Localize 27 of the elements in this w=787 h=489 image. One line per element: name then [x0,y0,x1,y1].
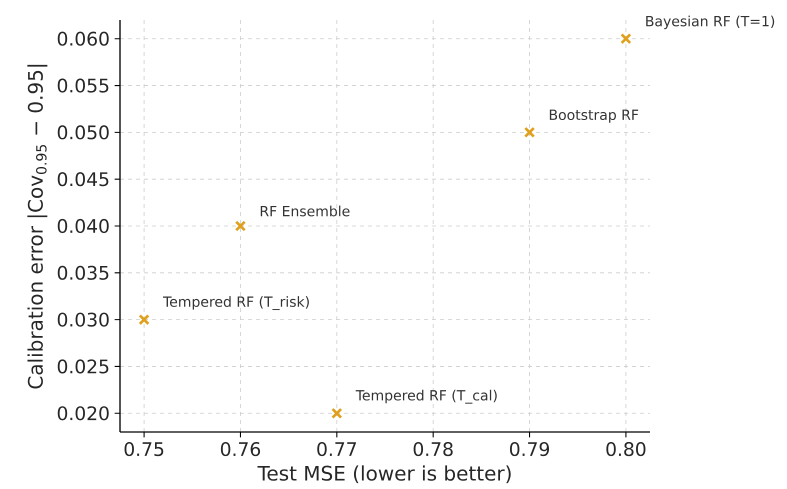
y-tick-label: 0.020 [58,406,109,420]
x-tick-label: 0.75 [124,442,164,456]
annotation: Tempered RF (T_cal) [356,390,497,404]
x-tick-label: 0.80 [606,442,646,456]
y-tick-label: 0.060 [58,32,109,46]
y-tick-label: 0.050 [58,125,109,140]
y-tick-label: 0.035 [58,266,108,280]
point [620,33,632,44]
y-tick-label: 0.045 [58,172,108,186]
y-tick-label: 0.040 [58,218,109,234]
y-tick-label: 0.055 [58,78,108,93]
x-tick-label: 0.79 [510,442,550,456]
annotation: Tempered RF (T_risk) [162,296,309,310]
point [331,408,342,419]
point [524,126,536,138]
annotation: RF Ensemble [260,206,350,216]
annotation: Bootstrap RF [550,110,638,123]
y-axis-title: Calibration error |Cov$_{0.95}$ − 0.95| [27,64,48,389]
x-tick-label: 0.77 [317,442,356,456]
point [138,314,150,326]
annotation: Bayesian RF (T=1) [646,16,774,30]
point [234,220,246,232]
y-tick-label: 0.030 [58,312,109,327]
y-tick-label: 0.025 [58,359,108,374]
x-axis-title: Test MSE (lower is better) [258,465,511,484]
x-tick-label: 0.78 [414,442,453,456]
x-tick-label: 0.76 [220,442,260,456]
